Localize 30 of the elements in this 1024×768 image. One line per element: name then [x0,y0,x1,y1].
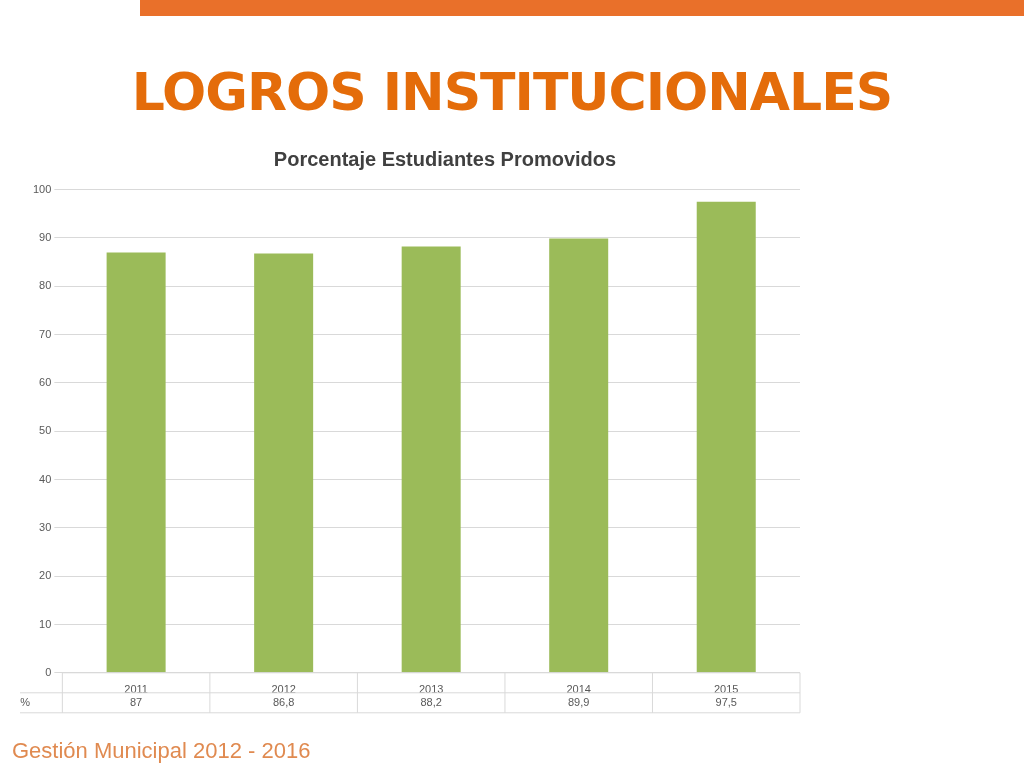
x-tick-label: 2015 [713,683,739,696]
y-tick-label: 50 [39,424,52,437]
y-tick-label: 60 [39,375,52,388]
bar [696,201,756,673]
y-tick-label: 30 [39,520,52,533]
bar [254,253,314,673]
y-tick-label: 20 [39,569,52,582]
y-tick-label: 70 [39,327,52,340]
x-tick-label: 2011 [124,683,148,696]
y-tick-label: 100 [32,182,52,195]
data-label: 88,2 [420,695,442,708]
text: Gestión Municipal 2012 - 2016 [12,738,311,764]
data-label: 86,8 [272,695,295,708]
data-label: 97,5 [715,695,737,708]
data-label: 89,9 [567,695,590,708]
x-tick-label: 2012 [271,683,296,696]
bar [549,238,609,673]
y-tick-label: 40 [39,472,52,485]
text: % [20,695,31,708]
x-tick-label: 2014 [566,683,591,696]
bar [106,252,166,673]
bar [401,246,461,673]
chart-title: LOGROS INSTITUCIONALES [130,62,894,122]
x-tick-label: 2013 [418,683,444,696]
y-tick-label: 0 [45,665,52,678]
y-tick-label: 10 [39,617,52,630]
data-label: 87 [129,695,143,708]
chart-subtitle: Porcentaje Estudiantes Promovidos [272,148,618,171]
y-tick-label: 80 [39,279,52,292]
y-tick-label: 90 [39,230,52,243]
